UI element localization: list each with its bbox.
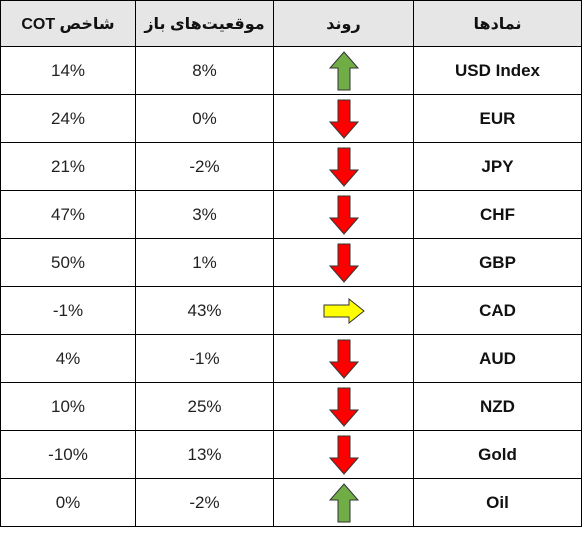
table-row: 24% 0% EUR <box>0 94 582 143</box>
cot-table: شاخص COT موقعیت‌های باز روند نمادها 14% 8… <box>0 0 582 527</box>
trend-cell <box>273 94 414 143</box>
symbol-cell: NZD <box>413 382 582 431</box>
trend-cell <box>273 238 414 287</box>
open-positions-cell: 43% <box>135 286 274 335</box>
arrow-right-icon <box>274 287 413 334</box>
open-positions-cell: -2% <box>135 478 274 527</box>
open-positions-cell: 1% <box>135 238 274 287</box>
arrow-down-icon <box>274 431 413 478</box>
cot-cell: 21% <box>0 142 136 191</box>
cot-cell: -1% <box>0 286 136 335</box>
symbol-cell: USD Index <box>413 46 582 95</box>
open-positions-cell: 8% <box>135 46 274 95</box>
header-cot: شاخص COT <box>0 0 136 47</box>
table-row: 14% 8% USD Index <box>0 46 582 95</box>
arrow-down-icon <box>274 191 413 238</box>
trend-cell <box>273 142 414 191</box>
header-open-positions: موقعیت‌های باز <box>135 0 274 47</box>
open-positions-cell: 25% <box>135 382 274 431</box>
trend-cell <box>273 286 414 335</box>
symbol-cell: Gold <box>413 430 582 479</box>
arrow-up-icon <box>274 479 413 526</box>
table-row: -10% 13% Gold <box>0 430 582 479</box>
symbol-cell: CHF <box>413 190 582 239</box>
cot-cell: 47% <box>0 190 136 239</box>
trend-cell <box>273 334 414 383</box>
table-row: 0% -2% Oil <box>0 478 582 527</box>
trend-cell <box>273 46 414 95</box>
table-row: 21% -2% JPY <box>0 142 582 191</box>
header-row: شاخص COT موقعیت‌های باز روند نمادها <box>0 0 582 47</box>
header-symbols: نمادها <box>413 0 582 47</box>
cot-cell: 14% <box>0 46 136 95</box>
trend-cell <box>273 430 414 479</box>
symbol-cell: CAD <box>413 286 582 335</box>
trend-cell <box>273 382 414 431</box>
trend-cell <box>273 190 414 239</box>
open-positions-cell: -2% <box>135 142 274 191</box>
table-row: -1% 43% CAD <box>0 286 582 335</box>
cot-cell: -10% <box>0 430 136 479</box>
arrow-down-icon <box>274 383 413 430</box>
arrow-up-icon <box>274 47 413 94</box>
cot-cell: 4% <box>0 334 136 383</box>
table-row: 10% 25% NZD <box>0 382 582 431</box>
open-positions-cell: 0% <box>135 94 274 143</box>
header-trend: روند <box>273 0 414 47</box>
open-positions-cell: -1% <box>135 334 274 383</box>
open-positions-cell: 13% <box>135 430 274 479</box>
cot-cell: 24% <box>0 94 136 143</box>
symbol-cell: GBP <box>413 238 582 287</box>
symbol-cell: EUR <box>413 94 582 143</box>
open-positions-cell: 3% <box>135 190 274 239</box>
cot-cell: 0% <box>0 478 136 527</box>
trend-cell <box>273 478 414 527</box>
arrow-down-icon <box>274 335 413 382</box>
arrow-down-icon <box>274 95 413 142</box>
table-row: 4% -1% AUD <box>0 334 582 383</box>
symbol-cell: Oil <box>413 478 582 527</box>
symbol-cell: JPY <box>413 142 582 191</box>
cot-cell: 50% <box>0 238 136 287</box>
arrow-down-icon <box>274 239 413 286</box>
table-row: 50% 1% GBP <box>0 238 582 287</box>
arrow-down-icon <box>274 143 413 190</box>
table-row: 47% 3% CHF <box>0 190 582 239</box>
symbol-cell: AUD <box>413 334 582 383</box>
cot-cell: 10% <box>0 382 136 431</box>
